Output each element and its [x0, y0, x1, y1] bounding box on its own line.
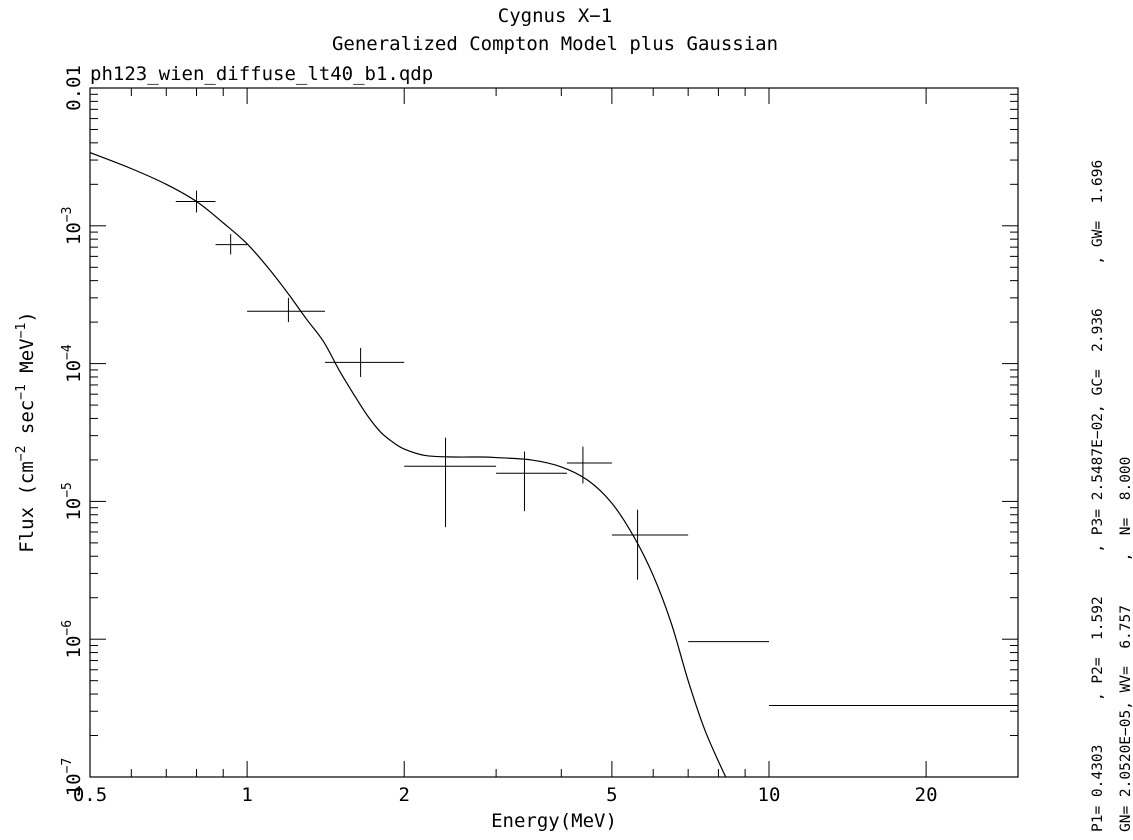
y-tick-base: 10 — [63, 636, 85, 659]
x-tick-label: 0.5 — [73, 784, 107, 806]
y-label-pre: Flux (cm — [16, 461, 38, 553]
y-tick-base: 10 — [63, 222, 85, 245]
y-tick-label: 0.01 — [63, 65, 85, 111]
data-point — [324, 347, 405, 377]
data-points — [175, 190, 1018, 707]
x-tick-label: 10 — [758, 784, 781, 806]
data-point — [566, 446, 612, 484]
x-tick-label: 1 — [241, 784, 252, 806]
file-label: ph123_wien_diffuse_lt40_b1.qdp — [90, 63, 433, 85]
y-tick-exp: −7 — [60, 758, 75, 774]
plot-frame — [89, 87, 1019, 778]
y-tick-labels: 10−710−610−510−410−30.01 — [60, 65, 85, 796]
y-tick-label: 10−6 — [60, 620, 85, 659]
data-point — [247, 297, 325, 323]
x-tick-label: 20 — [915, 784, 938, 806]
data-point — [611, 509, 689, 580]
data-point — [496, 451, 567, 512]
y-tick-exp: −3 — [60, 207, 75, 223]
y-tick-label: 10−7 — [60, 758, 85, 797]
x-tick-label: 5 — [606, 784, 617, 806]
y-axis-label: Flux (cm−2 sec−1 MeV−1) — [14, 311, 38, 552]
y-tick-base: 10 — [63, 360, 85, 383]
y-tick-base: 10 — [63, 498, 85, 521]
y-label-mid2: MeV — [16, 338, 38, 384]
y-label-exp2: −1 — [14, 384, 29, 400]
y-tick-label: 10−3 — [60, 207, 85, 246]
chart-subtitle: Generalized Compton Model plus Gaussian — [332, 33, 778, 55]
y-tick-label: 10−5 — [60, 482, 85, 521]
params-line-1: P1= 0.4303 , P2= 1.592 , P3= 2.5487E−02,… — [1090, 160, 1106, 832]
x-axis-label: Energy(MeV) — [491, 810, 617, 832]
y-tick-exp: −4 — [60, 344, 75, 360]
y-label-exp3: −1 — [14, 323, 29, 339]
x-tick-labels: 0.5 1 2 5 10 20 — [73, 784, 938, 806]
y-tick-base: 10 — [63, 773, 85, 796]
y-label-mid: sec — [16, 400, 38, 446]
y-label-post: ) — [16, 311, 38, 322]
chart-title: Cygnus X−1 — [498, 5, 612, 27]
data-point — [175, 190, 216, 213]
y-tick-label: 10−4 — [60, 344, 85, 383]
data-point — [404, 437, 497, 528]
x-tick-label: 2 — [398, 784, 409, 806]
axis-ticks — [89, 88, 1019, 778]
y-tick-exp: −6 — [60, 620, 75, 636]
y-tick-exp: −5 — [60, 482, 75, 498]
model-curve — [90, 152, 727, 777]
data-point — [215, 234, 248, 255]
y-label-exp1: −2 — [14, 446, 29, 462]
params-line-2: GN= 2.0520E−05, WV= 6.757 , N= 8.000 — [1118, 457, 1133, 832]
